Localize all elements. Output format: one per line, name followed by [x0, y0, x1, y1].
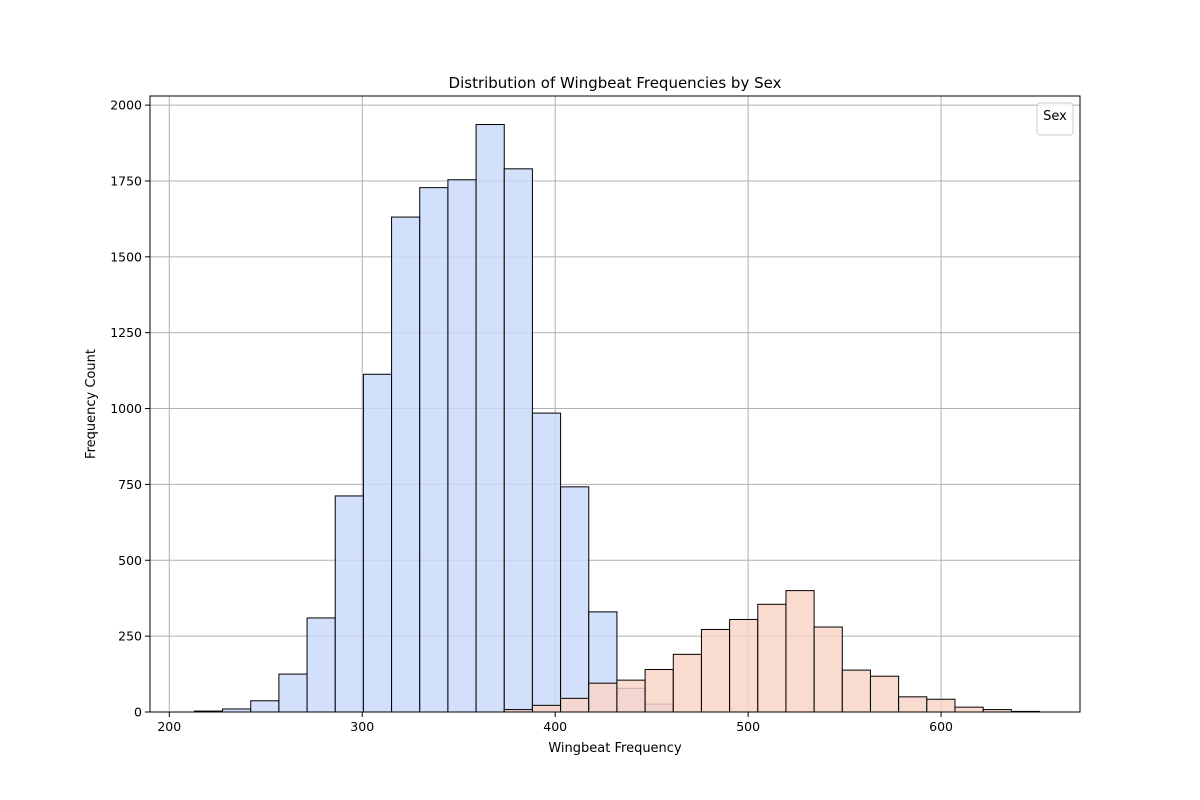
- histogram-bar-series-2: [644, 669, 674, 713]
- histogram-bar-series-2: [898, 696, 928, 713]
- y-tick-label: 2000: [110, 98, 142, 113]
- histogram-bar-series-2: [841, 669, 871, 713]
- y-tick-label: 1250: [110, 325, 142, 340]
- histogram-bar-series-2: [560, 697, 590, 713]
- histogram-bar-series-1: [334, 495, 364, 713]
- plot-frame: [149, 95, 1081, 713]
- y-tick-label: 1500: [110, 249, 142, 264]
- x-tick-label: 600: [929, 719, 953, 734]
- histogram-bar-series-1: [419, 187, 449, 713]
- y-tick-label: 1750: [110, 173, 142, 188]
- legend: Sex: [1036, 102, 1074, 136]
- y-tick-label: 250: [118, 629, 142, 644]
- ticks-layer: 200 300 400 500 600 0 250 500 750 1000 1250 1500 175…: [110, 98, 953, 734]
- histogram-bar-series-2: [926, 698, 956, 713]
- histogram-bar-series-2: [531, 704, 562, 713]
- y-axis-label: Frequency Count: [84, 349, 99, 459]
- histogram-bar-series-1: [560, 486, 590, 713]
- y-tick-label: 750: [118, 477, 142, 492]
- histogram-bar-series-1: [250, 700, 280, 713]
- y-tick-label: 500: [118, 553, 142, 568]
- histogram-bar-series-1: [306, 617, 336, 713]
- histogram-bar-series-2: [700, 628, 731, 713]
- legend-box: [1036, 102, 1074, 136]
- histogram-bar-series-2: [813, 626, 843, 713]
- x-axis-label: Wingbeat Frequency: [548, 741, 682, 756]
- bars-layer: [193, 124, 1040, 713]
- histogram-bar-series-2: [954, 706, 984, 713]
- x-tick-label: 400: [543, 719, 567, 734]
- histogram-bar-series-1: [391, 216, 421, 713]
- axes-layer: [149, 95, 1081, 713]
- histogram-bar-series-2: [616, 679, 646, 713]
- histogram-bar-series-1: [447, 179, 477, 713]
- x-tick-label: 200: [157, 719, 181, 734]
- histogram-bar-series-2: [869, 675, 900, 713]
- legend-title: Sex: [1043, 109, 1067, 124]
- y-tick-label: 0: [134, 705, 142, 720]
- histogram-bar-series-1: [278, 673, 308, 713]
- histogram-bar-series-1: [531, 412, 562, 713]
- chart-title: Distribution of Wingbeat Frequencies by …: [449, 74, 782, 92]
- histogram-bar-series-2: [785, 590, 815, 713]
- y-tick-label: 1000: [110, 401, 142, 416]
- x-tick-label: 500: [736, 719, 760, 734]
- histogram-bar-series-1: [475, 124, 505, 713]
- histogram-bar-series-1: [503, 168, 533, 713]
- histogram-bar-series-2: [729, 618, 759, 713]
- histogram-bar-series-1: [362, 373, 393, 713]
- histogram-bar-series-2: [757, 603, 787, 713]
- histogram-bar-series-2: [672, 653, 702, 713]
- x-tick-label: 300: [350, 719, 374, 734]
- histogram-bar-series-2: [588, 682, 618, 713]
